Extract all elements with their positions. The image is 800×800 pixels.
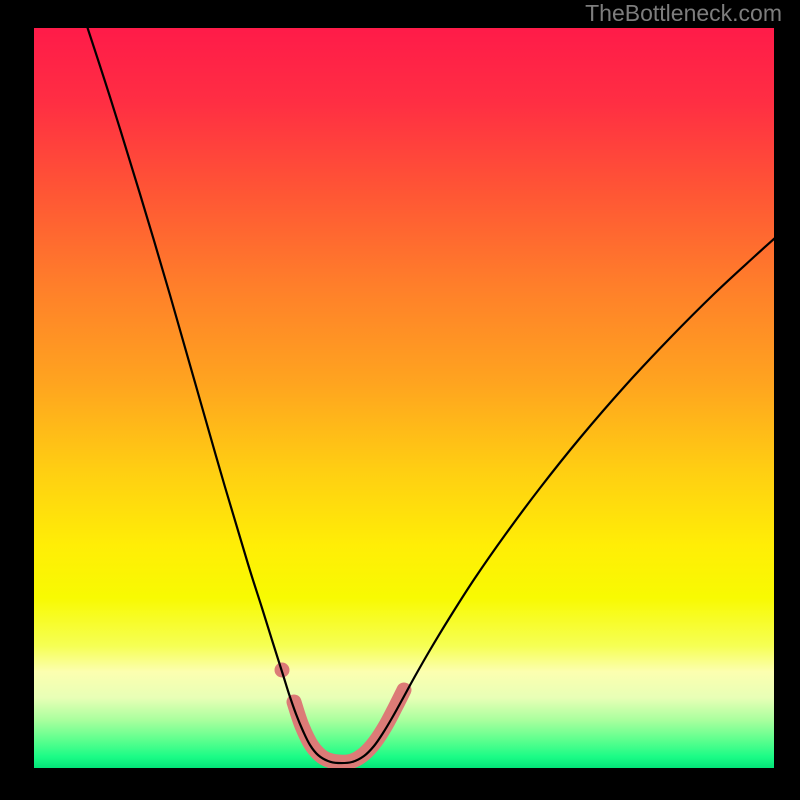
chart-overlay [0,0,800,800]
watermark-text: TheBottleneck.com [585,0,782,27]
bottleneck-curve [83,14,775,763]
